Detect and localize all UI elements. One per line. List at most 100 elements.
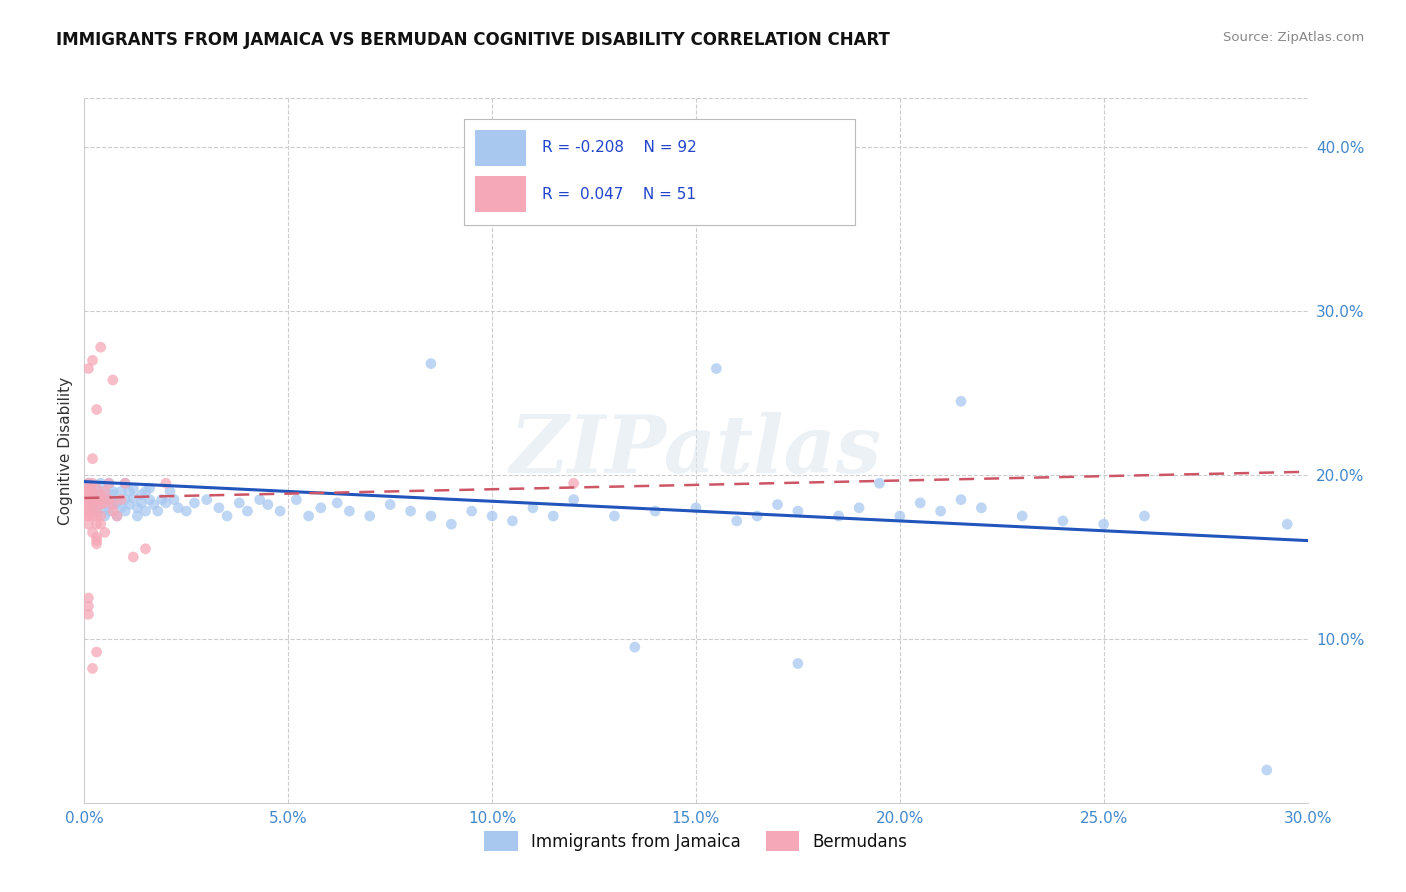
Point [502, 514, 524, 528]
Point [101, 373, 124, 387]
Point [77, 492, 100, 507]
Point [77, 484, 100, 499]
Point [257, 498, 280, 512]
Point [543, 206, 565, 220]
Point [77, 591, 100, 605]
Point [90, 476, 112, 491]
Point [90, 498, 112, 512]
Point [114, 492, 136, 507]
Point [380, 498, 402, 512]
Point [77, 517, 100, 532]
Point [1052, 514, 1074, 528]
Point [86, 492, 108, 507]
Point [146, 504, 169, 518]
Point [93, 525, 115, 540]
Point [97, 492, 120, 507]
Point [131, 496, 153, 510]
Point [195, 492, 218, 507]
Point [481, 508, 503, 523]
Point [1256, 763, 1278, 777]
Point [86, 492, 108, 507]
Legend: Immigrants from Jamaica, Bermudans: Immigrants from Jamaica, Bermudans [478, 824, 914, 858]
Point [114, 476, 136, 491]
Point [309, 500, 332, 515]
Point [93, 484, 115, 499]
Y-axis label: Cognitive Disability: Cognitive Disability [58, 376, 73, 524]
Point [86, 537, 108, 551]
Point [114, 476, 136, 491]
Point [285, 492, 308, 507]
Point [101, 488, 124, 502]
Point [766, 498, 789, 512]
Point [105, 508, 128, 523]
Point [217, 508, 239, 523]
Point [122, 549, 145, 564]
Point [522, 500, 544, 515]
Point [828, 508, 851, 523]
Point [167, 500, 190, 515]
Point [82, 508, 104, 523]
Point [77, 481, 100, 495]
Point [706, 361, 728, 376]
Point [910, 496, 932, 510]
Point [787, 504, 810, 518]
Point [82, 504, 104, 518]
Point [97, 476, 120, 491]
Point [90, 488, 112, 502]
Point [208, 500, 231, 515]
Point [77, 476, 100, 491]
Point [105, 508, 128, 523]
Point [150, 492, 173, 507]
Point [339, 504, 361, 518]
Point [138, 481, 160, 495]
Point [97, 492, 120, 507]
Point [90, 340, 112, 354]
Point [82, 484, 104, 499]
Point [93, 500, 115, 515]
Point [183, 496, 205, 510]
Point [562, 492, 585, 507]
Point [90, 517, 112, 532]
Point [101, 484, 124, 499]
Point [326, 496, 349, 510]
Point [86, 504, 108, 518]
Point [174, 504, 197, 518]
Point [86, 517, 108, 532]
Point [82, 500, 104, 515]
Point [543, 508, 565, 523]
Point [105, 496, 128, 510]
Point [970, 500, 993, 515]
Point [93, 508, 115, 523]
Point [77, 476, 100, 491]
Point [93, 484, 115, 499]
Point [82, 353, 104, 368]
Point [86, 533, 108, 548]
Point [101, 504, 124, 518]
Point [440, 517, 463, 532]
Point [138, 492, 160, 507]
Point [127, 500, 149, 515]
Point [93, 496, 115, 510]
Point [685, 500, 707, 515]
Point [86, 500, 108, 515]
Point [77, 599, 100, 614]
Point [90, 492, 112, 507]
Point [359, 508, 381, 523]
Point [420, 357, 443, 371]
Point [101, 498, 124, 512]
Point [155, 496, 177, 510]
Point [950, 492, 973, 507]
Point [77, 361, 100, 376]
Point [114, 504, 136, 518]
Point [399, 504, 422, 518]
Point [135, 504, 157, 518]
Point [110, 484, 132, 499]
Point [461, 504, 484, 518]
Point [82, 484, 104, 499]
Point [86, 481, 108, 495]
Point [1133, 508, 1156, 523]
Point [142, 498, 165, 512]
Point [420, 508, 443, 523]
Point [86, 645, 108, 659]
Point [787, 657, 810, 671]
